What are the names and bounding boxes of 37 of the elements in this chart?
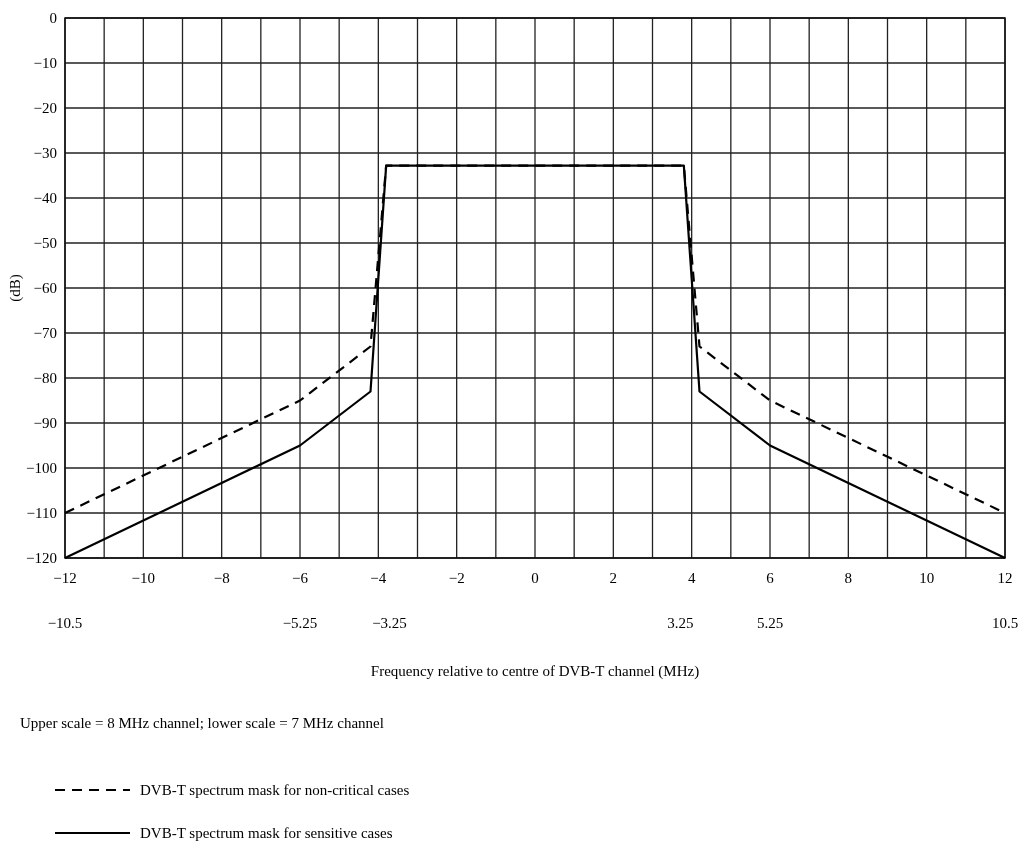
x-tick-label: 0 bbox=[531, 570, 539, 586]
y-tick-label: −60 bbox=[33, 280, 57, 297]
x-tick-label: −8 bbox=[213, 570, 230, 586]
x-tick-label: −4 bbox=[370, 570, 387, 586]
x2-tick-label: 3.25 bbox=[667, 615, 694, 631]
y-tick-label: −70 bbox=[33, 325, 57, 342]
x2-tick-label: −10.5 bbox=[47, 615, 83, 631]
legend-label: DVB-T spectrum mask for non-critical cases bbox=[140, 782, 410, 799]
y-tick-label: −110 bbox=[26, 505, 57, 522]
y-tick-label: −10 bbox=[33, 55, 57, 72]
y-tick-label: −40 bbox=[33, 190, 57, 207]
x-axis-title: Frequency relative to centre of DVB-T channel (MHz) bbox=[370, 663, 700, 680]
x-tick-label: 6 bbox=[766, 570, 775, 586]
y-tick-label: 0 bbox=[49, 10, 57, 27]
x2-tick-label: −3.25 bbox=[372, 615, 407, 631]
x-tick-label: −6 bbox=[292, 570, 309, 586]
y-tick-label: −100 bbox=[26, 460, 57, 477]
text: Upper scale = 8 MHz channel; lower scale = 7 MHz channel bbox=[20, 715, 384, 731]
x-tick-label: −12 bbox=[53, 570, 77, 586]
x-tick-label: 10 bbox=[919, 570, 935, 586]
x-tick-label: 2 bbox=[609, 570, 618, 586]
y-axis-title: (dB) bbox=[7, 274, 24, 302]
x-tick-label: −2 bbox=[448, 570, 465, 586]
y-tick-label: −50 bbox=[33, 235, 57, 252]
y-tick-label: −20 bbox=[33, 100, 57, 117]
x2-tick-label: −5.25 bbox=[282, 615, 318, 631]
x2-tick-label: 10.5 bbox=[991, 615, 1019, 631]
x-tick-label: 4 bbox=[687, 570, 696, 586]
x-tick-label: −10 bbox=[131, 570, 156, 586]
x-tick-label: 8 bbox=[844, 570, 853, 586]
legend-label: DVB-T spectrum mask for sensitive cases bbox=[140, 825, 393, 842]
y-tick-label: −90 bbox=[33, 415, 57, 432]
y-tick-label: −120 bbox=[26, 550, 57, 567]
y-tick-label: −80 bbox=[33, 370, 57, 387]
x-tick-label: 12 bbox=[997, 570, 1013, 586]
x2-tick-label: 5.25 bbox=[756, 615, 784, 631]
y-tick-label: −30 bbox=[33, 145, 57, 162]
